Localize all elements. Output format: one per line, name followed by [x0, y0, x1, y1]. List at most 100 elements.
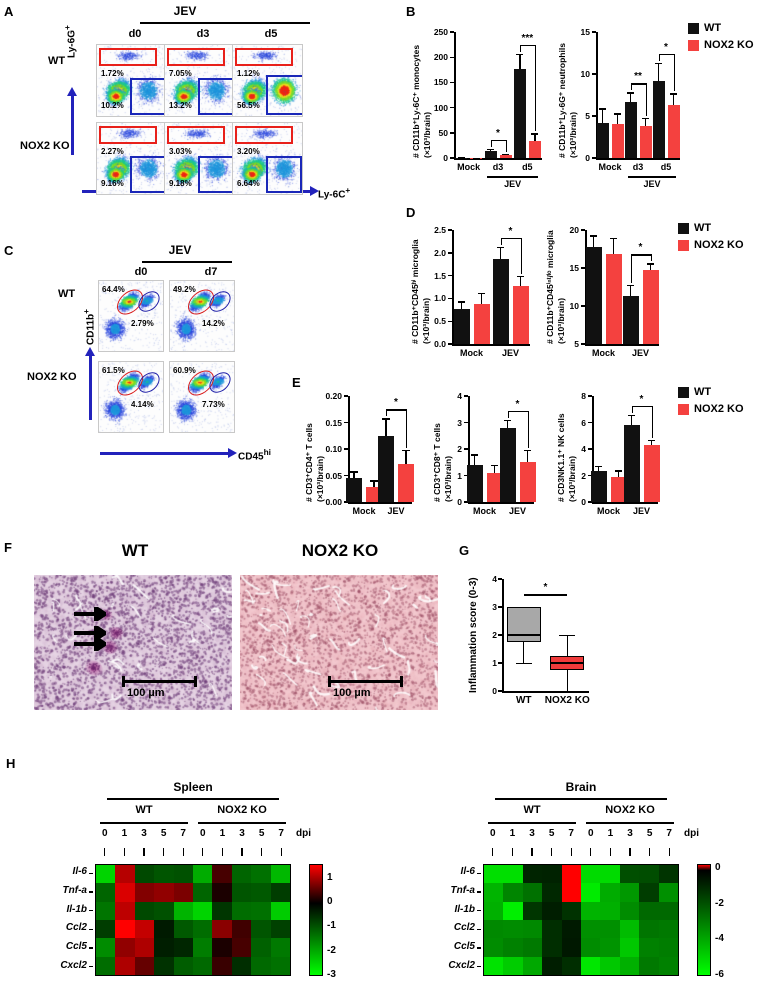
- gate-red-upper[interactable]: [99, 48, 157, 66]
- heatmap-col-tick: [260, 848, 263, 856]
- y-tick: [448, 252, 452, 254]
- sig-star: **: [634, 71, 642, 83]
- y-tick: [581, 305, 585, 307]
- panelC-row-label-ko: NOX2 KO: [27, 371, 77, 383]
- heatmap-row-label: Cxcl2: [60, 959, 87, 971]
- y-tick: [581, 267, 585, 269]
- panel-letter-b: B: [406, 4, 416, 19]
- colorbar: [697, 864, 711, 976]
- heatmap-col-label: 1: [509, 828, 516, 839]
- gate-blue-lower[interactable]: [266, 75, 302, 115]
- error-cap: [402, 450, 410, 452]
- x-tick-label-mock: Mock: [352, 506, 376, 516]
- error-cap: [370, 480, 378, 482]
- colorbar-tick-label: -2: [327, 944, 336, 956]
- heatmap-cell: [212, 956, 232, 975]
- error-bar: [592, 235, 595, 248]
- gate-red-upper[interactable]: [99, 126, 157, 144]
- gate-pct-upper: 2.27%: [101, 147, 124, 156]
- heatmap-col-tick: [531, 848, 533, 856]
- y-tick: [344, 474, 348, 477]
- gate-red-upper[interactable]: [235, 126, 293, 144]
- panelF-image-wt[interactable]: 100 µm: [34, 575, 232, 710]
- bar-ko-d3: [639, 126, 652, 158]
- heatmap-col-label: 5: [258, 828, 265, 839]
- gate-pct-lower: 7.73%: [202, 400, 225, 409]
- heatmap-cell: [251, 938, 271, 957]
- legend-label-ko: NOX2 KO: [704, 39, 754, 51]
- panelA-flow-plot-ko-d0[interactable]: 2.27% 9.16%: [96, 122, 167, 195]
- panelA-x-axis-text: Ly-6C: [318, 189, 346, 201]
- panelF-image-ko[interactable]: 100 µm: [240, 575, 438, 710]
- heatmap-group-ko: NOX2 KO: [605, 804, 655, 816]
- heatmap-row-tick: [477, 891, 481, 893]
- legend-swatch-wt: [688, 22, 699, 34]
- error-bar: [405, 450, 407, 464]
- error-cap: [516, 53, 524, 56]
- panelC-flow-plot-ko-d0[interactable]: 61.5% 4.14%: [98, 361, 164, 433]
- panelA-flow-plot-wt-d5[interactable]: 1.12% 56.5%: [232, 44, 303, 117]
- panelA-group-rule: [140, 22, 310, 24]
- y-tick-label: 0.0: [434, 339, 446, 349]
- y-axis-label-units: (×10³/brain): [567, 455, 577, 502]
- y-tick-label: 10: [569, 301, 579, 311]
- heatmap-cell: [600, 938, 620, 957]
- panelC-flow-plot-wt-d7[interactable]: 49.2% 14.2%: [169, 280, 235, 352]
- gate-pct-upper: 7.05%: [169, 69, 192, 78]
- panelE-chart-nk: 0 2 4 6 8 # CD3NK1.1⁺ NK cells (×10³/brain) Moc…: [556, 382, 664, 522]
- heatmap-row-label: Ccl2: [453, 922, 475, 934]
- y-tick: [450, 31, 454, 33]
- x-tick-label-jev: JEV: [631, 348, 649, 358]
- heatmap-group-wt: WT: [523, 804, 541, 816]
- heatmap-col-tick: [143, 848, 145, 856]
- heatmap-grid: [483, 864, 679, 976]
- heatmap-cell: [639, 883, 659, 902]
- gate-blue-lower[interactable]: [266, 156, 302, 193]
- bar-ko-d5: [667, 105, 680, 158]
- gate-red-upper[interactable]: [235, 48, 293, 66]
- heatmap-col-label: 7: [180, 828, 186, 839]
- y-tick: [464, 501, 468, 503]
- sig-horizontal: [500, 237, 521, 240]
- gate-red-upper[interactable]: [167, 48, 225, 66]
- y-tick: [448, 343, 452, 345]
- x-tick-label-d5: d5: [660, 162, 672, 172]
- sig-star: ***: [521, 32, 534, 44]
- panelA-flow-plot-ko-d3[interactable]: 3.03% 9.18%: [164, 122, 235, 195]
- colorbar-tick-label: -6: [715, 969, 724, 980]
- heatmap-cell: [251, 883, 271, 902]
- panelA-flow-plot-wt-d0[interactable]: 1.72% 10.2%: [96, 44, 167, 117]
- heatmap-cell: [231, 883, 252, 902]
- heatmap-col-label: 3: [141, 828, 147, 839]
- gate-red-upper[interactable]: [167, 126, 225, 144]
- error-cap: [470, 454, 479, 456]
- y-tick-label: 200: [433, 52, 448, 63]
- error-cap: [614, 470, 623, 472]
- bar-wt-d5: [513, 68, 526, 158]
- gate-blue-lower[interactable]: [198, 78, 234, 115]
- y-axis-line: [468, 396, 470, 502]
- error-cap: [647, 439, 656, 442]
- y-tick-label: 0.00: [325, 497, 342, 507]
- heatmap-cell: [134, 956, 155, 975]
- heatmap-row-label: Cxcl2: [448, 959, 475, 971]
- gate-blue-lower[interactable]: [198, 156, 234, 193]
- panelC-flow-plot-ko-d7[interactable]: 60.9% 7.73%: [169, 361, 235, 433]
- panel-letter-e: E: [292, 375, 301, 390]
- heatmap-cell: [212, 901, 232, 920]
- panelA-x-arrowhead-icon: [310, 186, 319, 196]
- y-axis-label: # CD11b⁺Ly-6G⁺ neutrophils: [557, 43, 567, 158]
- flow-scatter-canvas: [170, 281, 234, 351]
- panelC-flow-plot-wt-d0[interactable]: 64.4% 2.79%: [98, 280, 164, 352]
- panelA-flow-plot-wt-d3[interactable]: 7.05% 13.2%: [164, 44, 235, 117]
- gate-blue-lower[interactable]: [130, 78, 166, 115]
- gate-blue-lower[interactable]: [130, 156, 166, 193]
- heatmap-row-tick: [477, 909, 481, 912]
- heatmap-col-label: 5: [548, 828, 555, 839]
- y-tick-label: 8: [581, 391, 586, 401]
- heatmap-col-tick: [123, 848, 126, 856]
- panelC-col-label-d0: d0: [134, 266, 148, 278]
- heatmap-col-label: 7: [568, 828, 574, 839]
- error-bar: [385, 418, 387, 437]
- panelA-flow-plot-ko-d5[interactable]: 3.20% 6.64%: [232, 122, 303, 195]
